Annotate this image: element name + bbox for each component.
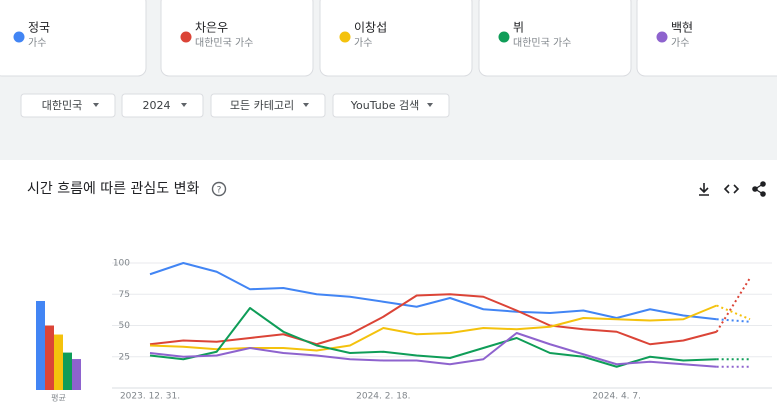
y-tick-label: 100 bbox=[113, 259, 130, 269]
dropdown-arrow bbox=[303, 103, 309, 107]
average-bar bbox=[36, 300, 45, 390]
x-tick-label: 2024. 4. 7. bbox=[592, 392, 641, 402]
filter-button[interactable] bbox=[210, 93, 326, 118]
term-subtitle: 대한민국 가수 bbox=[513, 37, 571, 49]
average-label: 평균 bbox=[51, 393, 66, 403]
series-line bbox=[149, 293, 717, 346]
term-dot bbox=[339, 31, 351, 43]
filter-label: 대한민국 bbox=[42, 99, 82, 112]
y-tick-label: 50 bbox=[119, 321, 131, 331]
filter-label: 2024 bbox=[143, 99, 171, 112]
average-bar bbox=[63, 352, 72, 390]
term-subtitle: 대한민국 가수 bbox=[195, 37, 253, 49]
term-dot bbox=[13, 31, 25, 43]
help-icon[interactable]: ? bbox=[211, 181, 227, 197]
average-bar bbox=[45, 325, 54, 390]
filter-button[interactable] bbox=[20, 93, 116, 118]
term-name: 이창섭 bbox=[354, 21, 387, 35]
series-partial-line bbox=[716, 304, 751, 321]
term-name: 차은우 bbox=[195, 21, 228, 35]
average-bar bbox=[72, 359, 81, 390]
term-name: 백현 bbox=[671, 21, 693, 35]
term-name: 정국 bbox=[28, 21, 50, 35]
y-tick-label: 25 bbox=[119, 352, 130, 362]
embed-icon[interactable] bbox=[723, 184, 740, 194]
series-line bbox=[149, 262, 717, 321]
term-subtitle: 가수 bbox=[671, 37, 689, 49]
svg-text:?: ? bbox=[217, 186, 222, 196]
chart-panel bbox=[0, 160, 777, 405]
term-name: 뷔 bbox=[513, 21, 524, 35]
series-line bbox=[149, 332, 717, 368]
term-card[interactable] bbox=[319, 0, 473, 77]
term-card[interactable] bbox=[0, 0, 147, 77]
filter-button[interactable] bbox=[121, 93, 204, 118]
filter-label: 모든 카테고리 bbox=[230, 99, 294, 112]
dropdown-arrow bbox=[427, 103, 433, 107]
term-card[interactable] bbox=[636, 0, 777, 77]
series-line bbox=[149, 307, 717, 368]
download-icon[interactable] bbox=[699, 183, 709, 196]
x-tick-label: 2024. 2. 18. bbox=[356, 392, 410, 402]
term-dot bbox=[656, 31, 668, 43]
term-dot bbox=[498, 31, 510, 43]
y-tick-label: 75 bbox=[119, 290, 130, 300]
filter-button[interactable] bbox=[332, 93, 450, 118]
average-bar bbox=[54, 334, 63, 390]
dropdown-arrow bbox=[181, 103, 187, 107]
series-partial-line bbox=[715, 277, 751, 333]
term-subtitle: 가수 bbox=[354, 37, 372, 49]
x-tick-label: 2023. 12. 31. bbox=[120, 392, 180, 402]
series-partial-line bbox=[716, 318, 751, 323]
share-icon[interactable] bbox=[752, 181, 766, 197]
filter-label: YouTube 검색 bbox=[350, 99, 419, 112]
term-card[interactable] bbox=[478, 0, 632, 77]
term-card[interactable] bbox=[160, 0, 314, 77]
dropdown-arrow bbox=[93, 103, 99, 107]
term-subtitle: 가수 bbox=[28, 37, 46, 49]
chart-title: 시간 흐름에 따른 관심도 변화 bbox=[27, 181, 199, 197]
series-line bbox=[149, 304, 718, 352]
term-dot bbox=[180, 31, 192, 43]
